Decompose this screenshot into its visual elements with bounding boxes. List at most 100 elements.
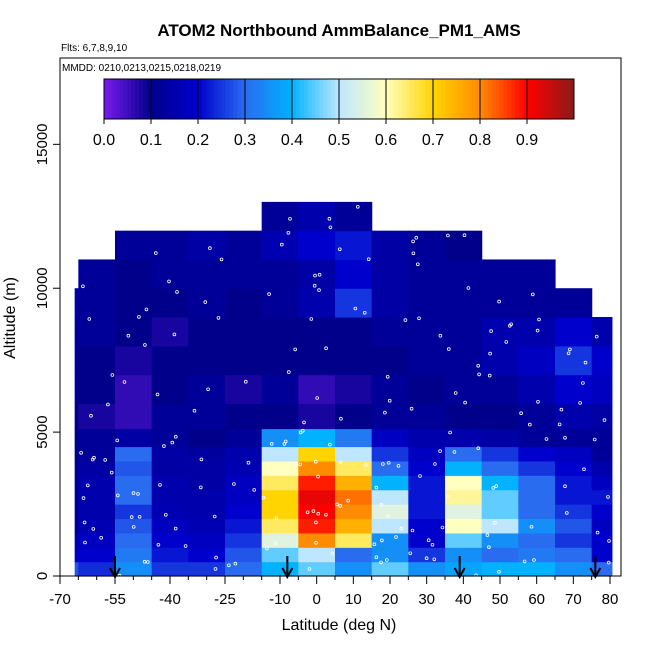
- sample-point: [267, 292, 271, 296]
- heatmap-cell: [74, 489, 79, 505]
- sample-point: [244, 379, 248, 384]
- heatmap-cell: [261, 561, 299, 577]
- heatmap-cell: [335, 518, 373, 534]
- sample-point: [362, 310, 367, 315]
- heatmap-cell: [298, 288, 336, 318]
- heatmap-cell: [481, 460, 519, 476]
- colorbar-segment: [495, 79, 501, 119]
- x-axis: -70 -55 -40 -25 -10 0 10 20 30 40 50 60 70 80: [49, 576, 618, 608]
- sample-point: [337, 247, 342, 252]
- heatmap-cell: [481, 489, 519, 505]
- colorbar-segment: [405, 79, 410, 119]
- colorbar-segment: [307, 79, 313, 119]
- sample-point: [396, 464, 401, 468]
- sample-point: [330, 551, 335, 556]
- heatmap-cell: [518, 489, 556, 505]
- colorbar-segment: [554, 79, 559, 119]
- sample-point: [507, 323, 512, 328]
- heatmap-cell: [151, 428, 189, 448]
- sample-points: [79, 205, 611, 578]
- colorbar-segment: [366, 79, 371, 119]
- heatmap-cell: [261, 374, 299, 404]
- colorbar-segment: [292, 79, 297, 119]
- heatmap-cell: [188, 561, 226, 577]
- sample-point: [559, 407, 564, 412]
- colorbar-tick-label: 0.7: [422, 132, 444, 149]
- colorbar-segment: [464, 79, 469, 119]
- sample-point: [487, 373, 492, 378]
- heatmap-cell: [518, 259, 556, 289]
- sample-point: [116, 493, 120, 498]
- colorbar-segment: [201, 79, 207, 119]
- colorbar-segment: [256, 79, 262, 119]
- sample-point: [476, 446, 481, 451]
- colorbar-segment: [303, 79, 309, 119]
- heatmap-cell: [188, 345, 226, 376]
- sample-point: [79, 450, 83, 455]
- sample-point: [183, 544, 188, 548]
- sample-point: [430, 542, 435, 547]
- colorbar-segment: [413, 79, 418, 119]
- sample-point: [583, 360, 588, 365]
- sample-point: [174, 434, 178, 439]
- colorbar-segment: [440, 79, 446, 119]
- sample-point: [146, 560, 150, 564]
- colorbar-segment: [452, 79, 457, 119]
- sample-point: [606, 495, 610, 499]
- heatmap-cell: [591, 345, 613, 376]
- sample-point: [417, 316, 421, 321]
- heatmap-cell: [151, 532, 189, 548]
- sample-point: [300, 428, 305, 433]
- heatmap-cells: [74, 201, 613, 577]
- colorbar-segment: [299, 79, 305, 119]
- heatmap-cell: [371, 403, 409, 430]
- sample-point: [491, 486, 496, 490]
- colorbar-segment: [538, 79, 544, 119]
- sample-point: [246, 460, 251, 465]
- colorbar-segment: [237, 79, 242, 119]
- sample-point: [103, 458, 107, 462]
- heatmap-cell: [225, 317, 263, 347]
- sample-point: [594, 334, 599, 339]
- heatmap-cell: [78, 403, 116, 430]
- colorbar-segment: [166, 79, 172, 119]
- heatmap-cell: [371, 475, 409, 491]
- heatmap-cell: [555, 504, 593, 520]
- heatmap-cell: [225, 518, 263, 534]
- heatmap-cell: [371, 230, 409, 261]
- heatmap-cell: [78, 446, 116, 462]
- colorbar-segment: [276, 79, 281, 119]
- heatmap-cell: [151, 403, 189, 430]
- heatmap-cell: [555, 489, 593, 505]
- heatmap-cell: [555, 518, 593, 534]
- sample-point: [137, 315, 141, 319]
- colorbar-segment: [562, 79, 567, 119]
- sample-point: [384, 558, 389, 562]
- heatmap-cell: [261, 317, 299, 347]
- colorbar-segment: [319, 79, 324, 119]
- heatmap-cell: [151, 561, 189, 577]
- heatmap-cell: [591, 460, 613, 476]
- colorbar-segment: [534, 79, 540, 119]
- heatmap-cell: [481, 345, 519, 376]
- colorbar-tick-label: 0.3: [234, 132, 256, 149]
- sample-point: [172, 332, 177, 337]
- sample-point: [82, 520, 87, 525]
- heatmap-cell: [188, 532, 226, 548]
- colorbar-segment: [111, 79, 117, 119]
- heatmap-cell: [518, 504, 556, 520]
- sample-point: [374, 485, 379, 490]
- sample-point: [463, 400, 467, 405]
- colorbar-segment: [323, 79, 328, 119]
- sample-point: [162, 444, 166, 448]
- y-tick-label: 5000: [34, 415, 51, 448]
- sample-point: [286, 370, 291, 374]
- colorbar-segment: [511, 79, 516, 119]
- sample-point: [519, 411, 523, 416]
- heatmap-cell: [298, 489, 336, 505]
- heatmap-cell: [298, 504, 336, 520]
- heatmap-cell: [591, 403, 613, 430]
- colorbar-segment: [107, 79, 113, 119]
- sample-point: [317, 272, 322, 277]
- sample-point: [355, 205, 360, 209]
